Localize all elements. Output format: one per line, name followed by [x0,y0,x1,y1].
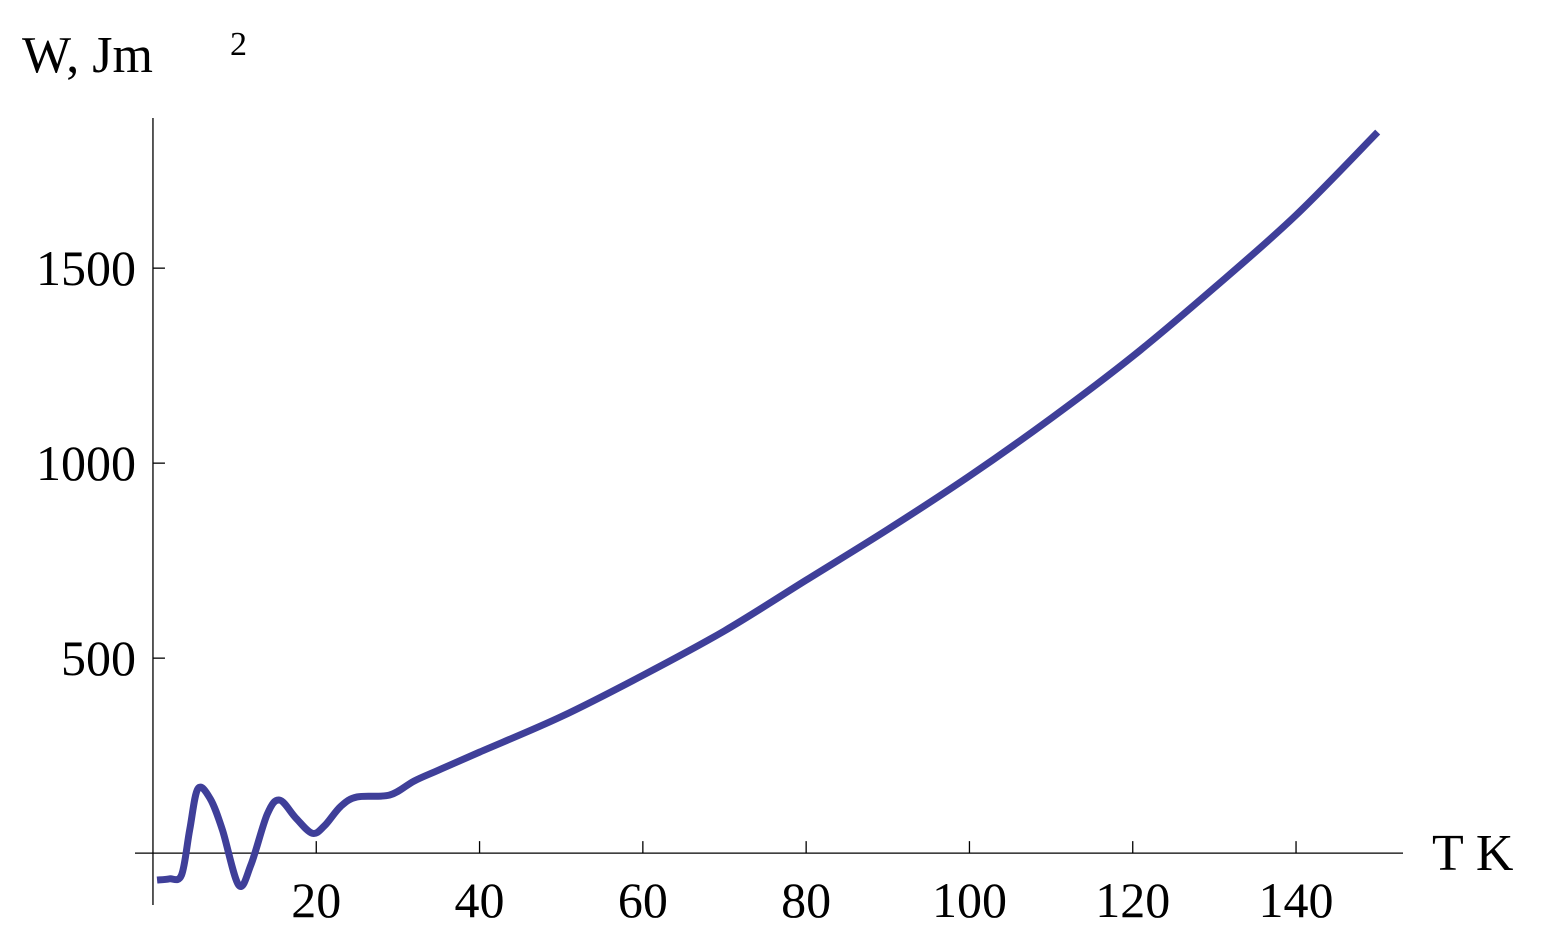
x-tick-label: 100 [932,872,1007,928]
y-axis-label-superscript: 2 [230,26,247,63]
x-tick-label: 140 [1259,872,1334,928]
y-tick-label: 1000 [36,435,136,491]
x-tick-label: 60 [618,872,668,928]
y-axis-label: W, Jm [22,27,153,84]
y-tick-label: 1500 [36,240,136,296]
x-axis-label: T K [1432,825,1514,882]
x-tick-label: 120 [1095,872,1170,928]
data-line [156,129,1381,890]
x-tick-label: 80 [781,872,831,928]
y-tick-label: 500 [61,630,136,686]
x-tick-label: 20 [291,872,341,928]
x-tick-label: 40 [455,872,505,928]
